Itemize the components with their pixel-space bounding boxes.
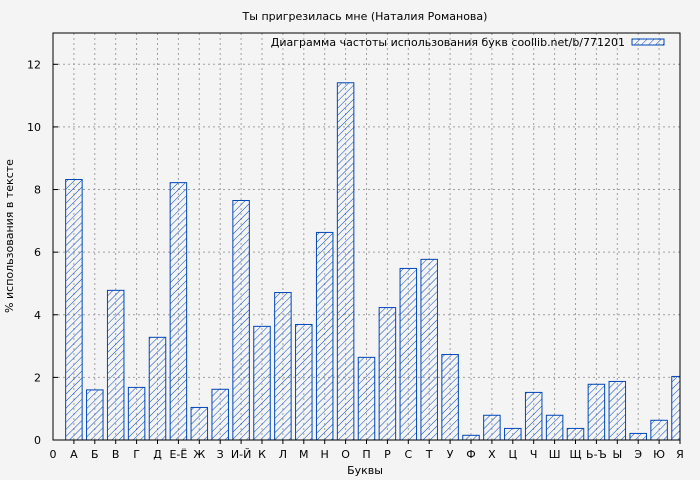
x-tick-label: З [217, 448, 224, 461]
x-tick-label: Ч [530, 448, 538, 461]
bar [65, 179, 83, 441]
x-tick-label: М [299, 448, 309, 461]
x-tick-label: К [258, 448, 266, 461]
legend-swatch [631, 38, 665, 46]
bar [232, 199, 250, 441]
bar [295, 323, 313, 441]
x-tick-label: В [112, 448, 120, 461]
bar [106, 289, 125, 441]
bars [65, 82, 681, 441]
x-tick-label: С [404, 448, 412, 461]
bar [169, 182, 188, 441]
x-tick-label: Х [488, 448, 496, 461]
legend: Диаграмма частоты использования букв coo… [271, 36, 665, 49]
bar [524, 391, 543, 441]
y-axis-label: % использования в тексте [3, 159, 16, 313]
bar [566, 427, 585, 441]
chart-title: Ты пригрезилась мне (Наталия Романова) [242, 10, 488, 23]
y-tick-label: 8 [34, 184, 41, 197]
x-tick-label: Г [133, 448, 140, 461]
x-tick-label: Ф [466, 448, 475, 461]
y-tick-label: 0 [34, 434, 41, 447]
bar [462, 434, 480, 441]
bar [608, 380, 627, 441]
bar [86, 389, 104, 441]
x-tick-label: Д [153, 448, 162, 461]
x-tick-label: Ю [653, 448, 665, 461]
bar [399, 267, 418, 441]
bar [483, 414, 501, 441]
bar [629, 432, 647, 441]
bar [211, 388, 229, 441]
x-tick-label: Ы [612, 448, 622, 461]
bar [650, 419, 668, 441]
bar [148, 336, 167, 441]
x-tick-label: Я [676, 448, 684, 461]
bar [274, 292, 292, 441]
x-tick-label: Щ [569, 448, 581, 461]
x-tick-label: Ш [549, 448, 561, 461]
x-axis-label: Буквы [347, 464, 383, 477]
x-tick-label: О [341, 448, 350, 461]
x-tick-label: Э [634, 448, 642, 461]
x-tick-label: Ж [193, 448, 205, 461]
bar [504, 427, 522, 441]
bar [671, 375, 681, 441]
bar [587, 383, 606, 441]
bar [315, 231, 334, 441]
axes: 0 2 4 6 8 10 12 А Б В Г Д Е-Ё Ж З И-Й К Л М Н О П Р С Т У Ф Х Ц Ч Ш Щ Ь-… [27, 58, 684, 461]
x-tick-label: У [447, 448, 454, 461]
x-tick-label: А [70, 448, 78, 461]
bar [253, 325, 271, 441]
y-tick-label: 2 [34, 371, 41, 384]
x-tick-label: Л [279, 448, 287, 461]
legend-label: Диаграмма частоты использования букв coo… [271, 36, 625, 49]
x-tick-label: П [362, 448, 370, 461]
bar [336, 82, 355, 441]
bar [420, 258, 438, 441]
x-tick-label: Н [321, 448, 329, 461]
bar [190, 406, 209, 441]
x-tick-label: Ь-Ъ [586, 448, 607, 461]
x-tick-label: Е-Ё [169, 448, 187, 461]
x-tick-label: Б [91, 448, 99, 461]
x-tick-label: Ц [509, 448, 518, 461]
y-tick-label: 6 [34, 246, 41, 259]
bar [441, 354, 459, 441]
y-tick-label: 4 [34, 309, 41, 322]
bar [357, 356, 376, 441]
bar [378, 307, 397, 441]
x-origin-label: 0 [50, 448, 57, 461]
x-tick-label: И-Й [231, 448, 251, 461]
x-tick-label: Т [425, 448, 433, 461]
x-tick-label: Р [384, 448, 391, 461]
y-tick-label: 12 [27, 58, 41, 71]
bar [545, 414, 564, 441]
bar [127, 386, 146, 441]
y-tick-label: 10 [27, 121, 41, 134]
